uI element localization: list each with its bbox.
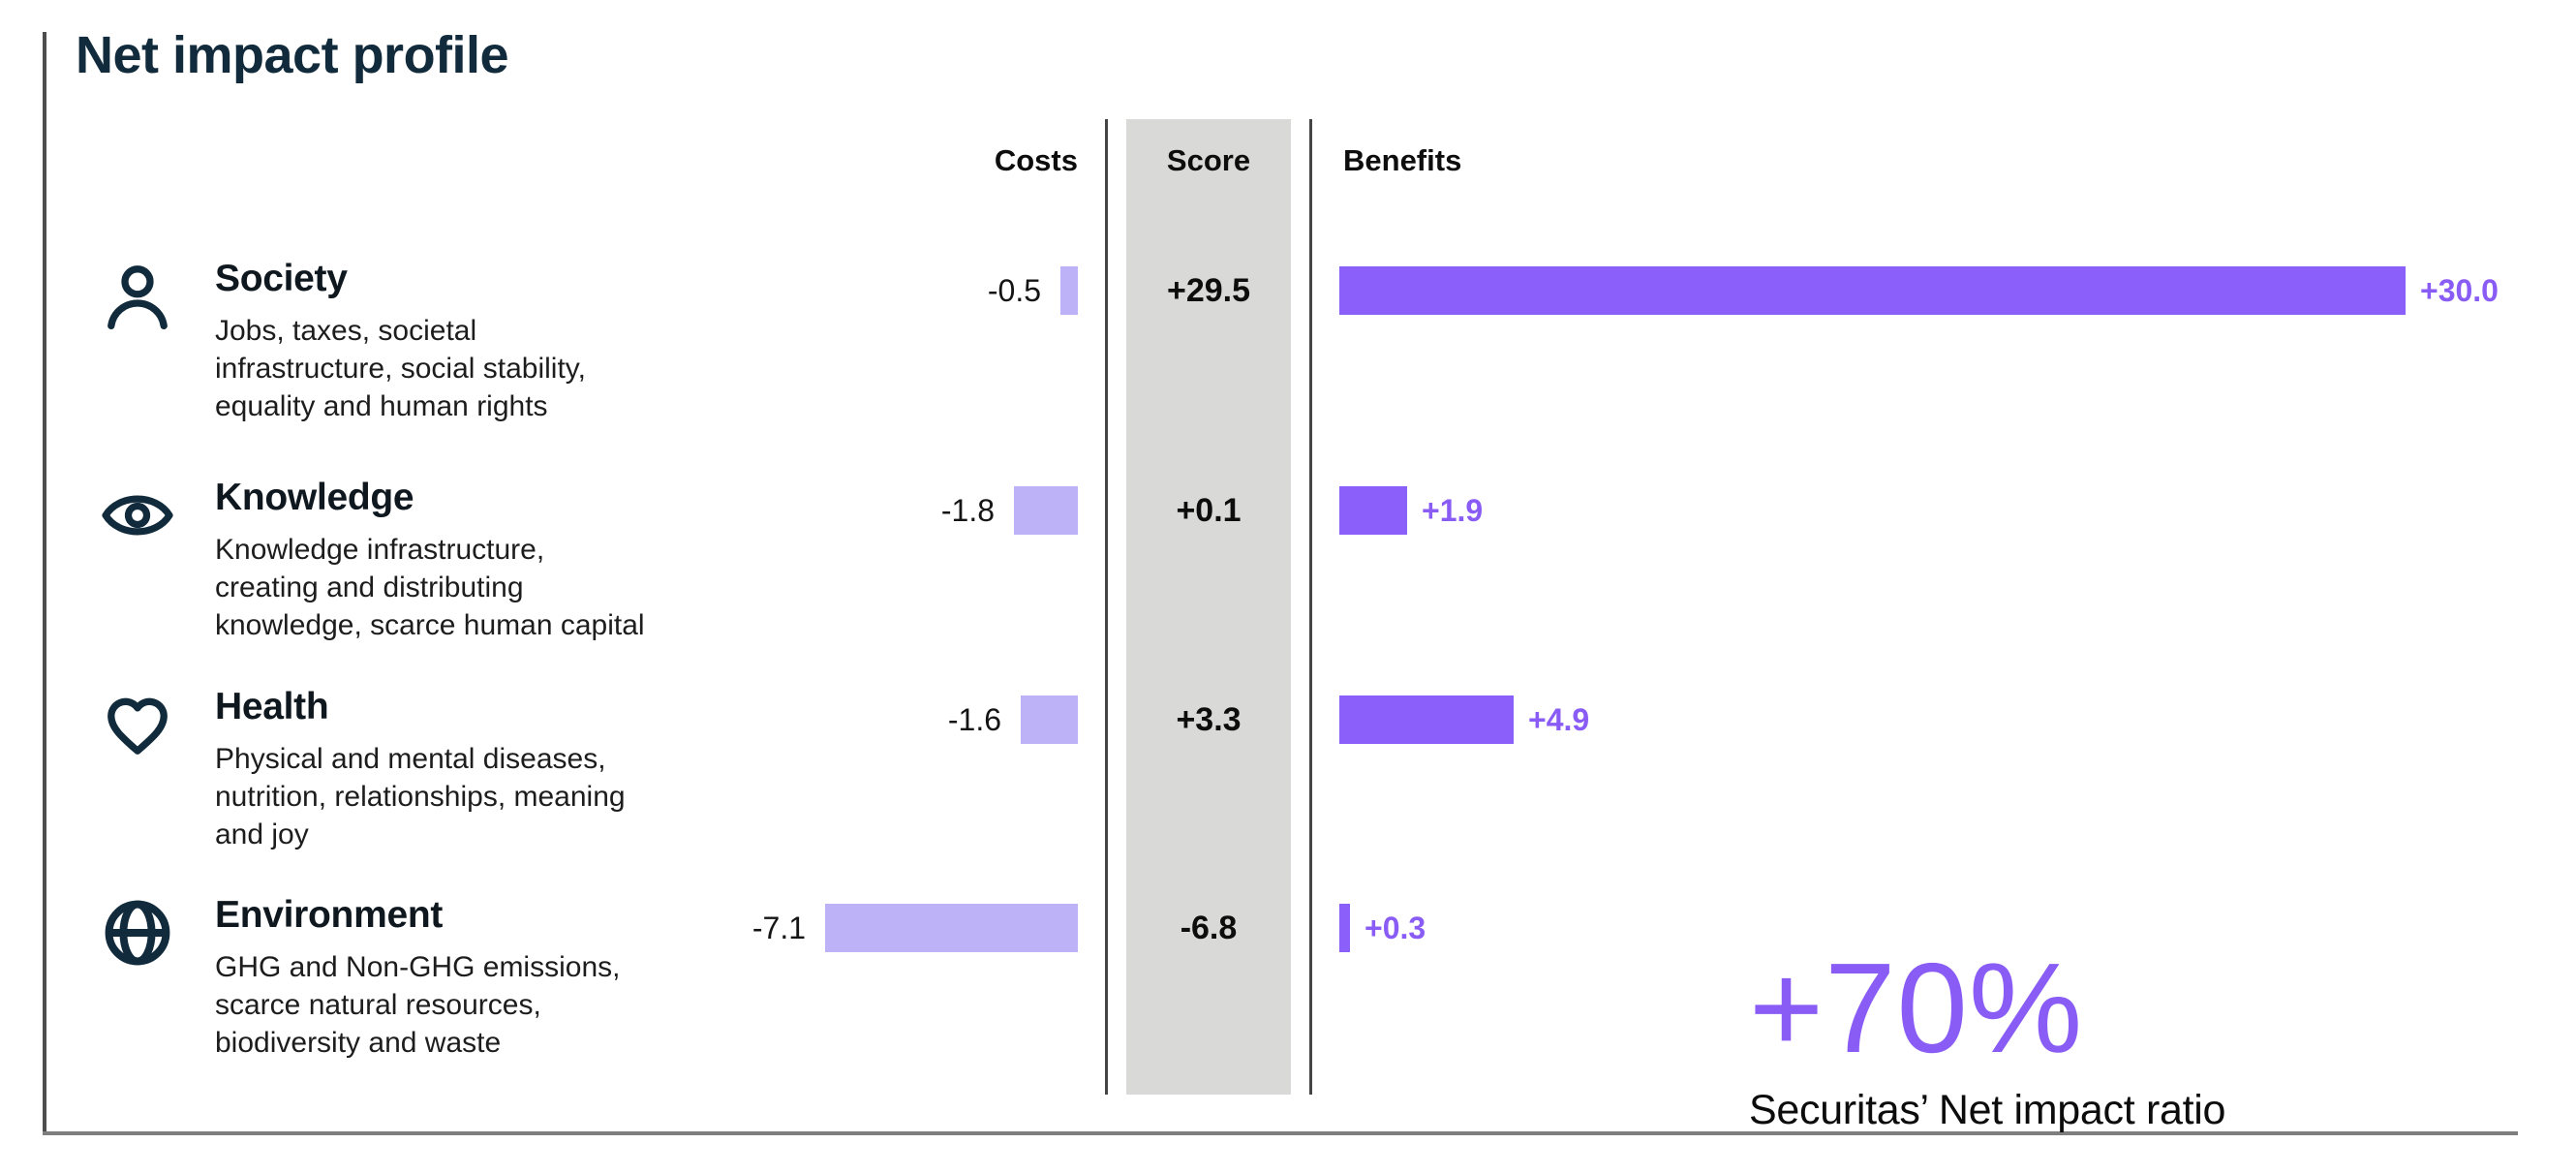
net-impact-ratio-value: +70%	[1749, 937, 2084, 1079]
environment-score-value: -6.8	[1180, 910, 1238, 946]
column-header-score: Score	[1166, 143, 1251, 177]
society-benefits-cell: +30.0	[1339, 266, 2569, 315]
category-row-environment: Environment GHG and Non-GHG emissions, s…	[101, 894, 721, 1062]
society-costs-cell: -0.5	[620, 266, 1078, 315]
health-costs-bar	[1021, 695, 1078, 744]
knowledge-costs-cell: -1.8	[620, 486, 1078, 535]
environment-benefits-cell: +0.3	[1339, 904, 2569, 952]
category-row-society: Society Jobs, taxes, societal infrastruc…	[101, 258, 721, 425]
environment-costs-bar	[825, 904, 1078, 952]
category-title: Society	[215, 258, 348, 299]
person-icon	[101, 260, 174, 333]
costs-score-divider	[1105, 119, 1108, 1095]
health-costs-value: -1.6	[947, 701, 1001, 737]
column-header-benefits: Benefits	[1343, 143, 1462, 177]
score-column-band	[1126, 119, 1291, 1095]
category-description: GHG and Non-GHG emissions, scarce natura…	[215, 951, 621, 1059]
health-benefits-bar	[1339, 695, 1514, 744]
frame-left-border	[43, 32, 46, 1135]
environment-costs-value: -7.1	[751, 910, 806, 945]
column-header-costs: Costs	[994, 143, 1078, 177]
page-title: Net impact profile	[76, 26, 509, 84]
health-costs-cell: -1.6	[620, 695, 1078, 744]
globe-icon	[101, 896, 174, 970]
health-benefits-value: +4.9	[1528, 701, 1590, 737]
frame-bottom-border	[43, 1131, 2518, 1135]
category-description: Knowledge infrastructure, creating and d…	[215, 534, 645, 641]
knowledge-benefits-cell: +1.9	[1339, 486, 2569, 535]
environment-benefits-value: +0.3	[1365, 910, 1426, 945]
heart-icon	[101, 688, 174, 761]
knowledge-costs-bar	[1014, 486, 1078, 535]
health-benefits-cell: +4.9	[1339, 695, 2569, 744]
net-impact-ratio-callout: +70% Securitas’ Net impact ratio	[1749, 935, 2225, 1134]
society-benefits-bar	[1339, 266, 2406, 315]
category-description: Physical and mental diseases, nutrition,…	[215, 743, 626, 850]
health-score-value: +3.3	[1176, 701, 1242, 738]
knowledge-benefits-value: +1.9	[1422, 492, 1484, 528]
eye-icon	[101, 479, 174, 552]
category-title: Knowledge	[215, 477, 414, 518]
society-benefits-value: +30.0	[2420, 272, 2499, 308]
society-score-value: +29.5	[1166, 272, 1251, 309]
category-row-health: Health Physical and mental diseases, nut…	[101, 686, 721, 853]
category-row-knowledge: Knowledge Knowledge infrastructure, crea…	[101, 477, 721, 644]
environment-costs-cell: -7.1	[620, 904, 1078, 952]
knowledge-score-value: +0.1	[1176, 492, 1242, 529]
category-title: Environment	[215, 894, 444, 936]
society-costs-bar	[1060, 266, 1078, 315]
category-description: Jobs, taxes, societal infrastructure, so…	[215, 315, 586, 422]
knowledge-costs-value: -1.8	[940, 492, 995, 528]
category-title: Health	[215, 686, 329, 727]
score-benefits-divider	[1309, 119, 1312, 1095]
society-costs-value: -0.5	[987, 272, 1041, 308]
knowledge-benefits-bar	[1339, 486, 1407, 535]
net-impact-ratio-caption: Securitas’ Net impact ratio	[1749, 1087, 2226, 1133]
environment-benefits-bar	[1339, 904, 1350, 952]
